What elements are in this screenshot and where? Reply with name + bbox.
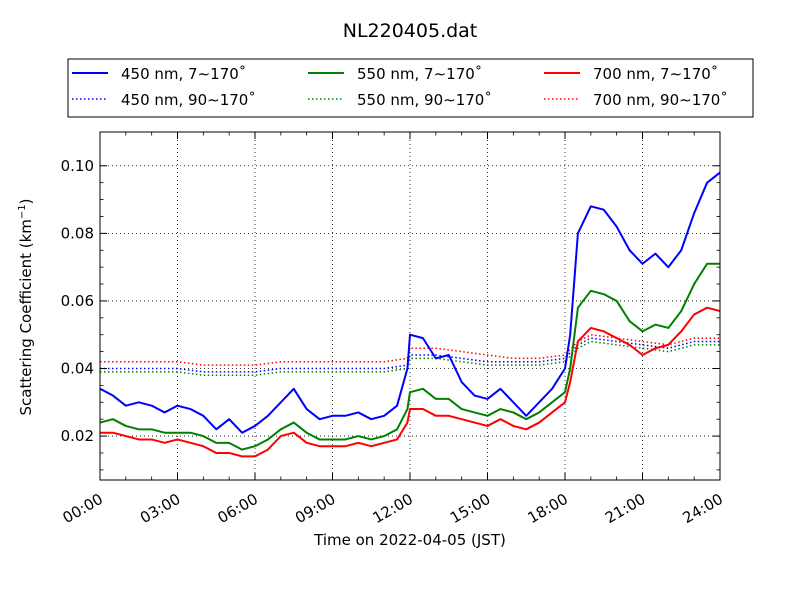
x-tick-label: 18:00 bbox=[525, 490, 571, 527]
x-tick-label: 06:00 bbox=[215, 490, 261, 527]
x-tick-label: 12:00 bbox=[370, 490, 416, 527]
series-line-5 bbox=[100, 333, 720, 366]
series-line-2 bbox=[100, 306, 721, 458]
plot-lines bbox=[99, 171, 721, 458]
legend: 450 nm, 7∼170˚ 550 nm, 7∼170˚ 700 nm, 7∼17… bbox=[67, 58, 754, 118]
y-axis-ticks: 0.02 0.04 0.06 0.08 0.10 bbox=[61, 157, 720, 471]
x-tick-label: 09:00 bbox=[292, 490, 338, 527]
legend-label-2: 700 nm, 7∼170˚ bbox=[593, 65, 718, 83]
y-tick-label: 0.08 bbox=[61, 224, 94, 242]
x-tick-label: 00:00 bbox=[60, 490, 106, 527]
grid bbox=[100, 132, 720, 480]
legend-box bbox=[67, 58, 754, 118]
y-tick-label: 0.10 bbox=[61, 157, 94, 175]
y-tick-label: 0.04 bbox=[61, 360, 94, 378]
x-tick-label: 15:00 bbox=[447, 490, 493, 527]
y-axis-label: Scattering Coefficient (km−1) bbox=[17, 198, 35, 415]
x-axis-ticks: 00:00 03:00 06:00 09:00 12:00 15:00 18:00 21:00… bbox=[60, 132, 726, 527]
y-tick-label: 0.02 bbox=[61, 427, 94, 445]
x-tick-label: 03:00 bbox=[137, 490, 183, 527]
x-axis-label: Time on 2022-04-05 (JST) bbox=[313, 531, 506, 549]
y-axis-label-close: ) bbox=[17, 198, 35, 204]
series-line-3 bbox=[100, 337, 720, 373]
series-line-0 bbox=[99, 171, 721, 434]
y-tick-label: 0.06 bbox=[61, 292, 94, 310]
chart-title: NL220405.dat bbox=[343, 20, 478, 42]
legend-label-5: 700 nm, 90∼170˚ bbox=[593, 91, 728, 109]
series-line-4 bbox=[100, 340, 720, 377]
legend-label-3: 450 nm, 90∼170˚ bbox=[121, 91, 256, 109]
x-tick-label: 21:00 bbox=[602, 490, 648, 527]
legend-label-4: 550 nm, 90∼170˚ bbox=[357, 91, 492, 109]
y-axis-label-unit-exp: −1 bbox=[17, 204, 28, 219]
y-axis-label-main: Scattering Coefficient (km bbox=[17, 219, 35, 415]
x-tick-label: 24:00 bbox=[680, 490, 726, 527]
legend-label-1: 550 nm, 7∼170˚ bbox=[357, 65, 482, 83]
legend-label-0: 450 nm, 7∼170˚ bbox=[121, 65, 246, 83]
series-line-1 bbox=[99, 262, 720, 451]
